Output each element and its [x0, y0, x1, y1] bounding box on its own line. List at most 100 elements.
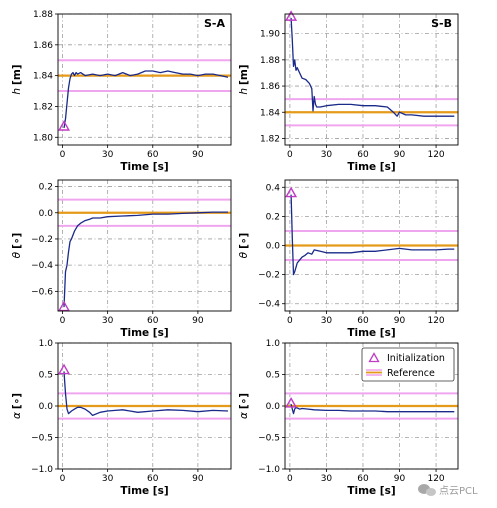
y-tick-label: −0.2: [258, 271, 280, 281]
panel-h_SA: 0 30 60 90 1.80 1.82 1.84 1.86 1.88 Time [s] h [m] S…: [11, 10, 232, 173]
axes-frame: [57, 13, 232, 146]
y-tick-label: 1.82: [33, 102, 53, 112]
x-tick-label: 0: [287, 150, 293, 160]
y-axis-label: α [∘]: [238, 393, 250, 419]
y-tick-label: 0.0: [266, 242, 281, 252]
y-axis-symbol: θ: [11, 251, 23, 258]
x-tick-label: 120: [427, 474, 444, 484]
y-tick-label: −1.0: [258, 465, 280, 475]
x-axis-label: Time [s]: [120, 485, 168, 497]
x-tick-label: 60: [357, 474, 369, 484]
trajectory-line: [290, 194, 455, 276]
axes-frame: [284, 13, 459, 146]
plot-area: [285, 392, 458, 420]
x-tick-label: 120: [427, 150, 444, 160]
y-axis-unit: [∘]: [11, 393, 23, 409]
panel-h_SB: 0 30 60 90 120 1.82 1.84 1.86 1.88 1.90 Time [s] h […: [238, 10, 459, 173]
y-tick-label: 1.88: [33, 10, 53, 20]
x-tick-label: 60: [357, 316, 369, 326]
y-tick-label: 1.86: [260, 82, 280, 92]
y-tick-label: 1.84: [260, 108, 280, 118]
y-tick-label: 1.84: [33, 72, 53, 82]
x-tick-label: 0: [287, 474, 293, 484]
panel-theta_SB: 0 30 60 90 120 −0.4 −0.2 0.0 0.2 0.4 Time [s] θ [∘]: [238, 179, 459, 339]
y-axis-label: α [∘]: [11, 393, 23, 419]
panel-label: S-B: [431, 17, 452, 30]
x-tick-label: 90: [394, 474, 406, 484]
watermark: 点云PCL: [418, 484, 478, 497]
x-axis-label: Time [s]: [120, 161, 168, 173]
legend-label-initialization: Initialization: [387, 353, 445, 364]
x-tick-label: 90: [192, 316, 204, 326]
y-tick-label: −1.0: [31, 465, 53, 475]
y-tick-label: −0.5: [258, 434, 280, 444]
x-tick-label: 60: [147, 150, 159, 160]
y-tick-label: −0.6: [31, 287, 53, 297]
x-tick-label: 0: [60, 474, 66, 484]
y-axis-unit: [∘]: [11, 233, 23, 249]
x-tick-label: 30: [321, 474, 333, 484]
axes-frame: [57, 179, 232, 312]
x-tick-label: 0: [60, 316, 66, 326]
plot-area: [58, 371, 231, 420]
y-tick-label: 0.2: [39, 183, 53, 193]
x-tick-label: 60: [147, 474, 159, 484]
watermark-text: 点云PCL: [439, 485, 478, 497]
x-tick-label: 30: [321, 316, 333, 326]
trajectory-line: [290, 403, 455, 415]
legend-box: [361, 347, 455, 382]
y-tick-label: −0.2: [31, 235, 53, 245]
y-tick-label: 1.88: [260, 56, 280, 66]
panel-label: S-A: [204, 17, 225, 30]
reference-lines-icon: [366, 369, 382, 376]
y-tick-label: 0.0: [266, 402, 281, 412]
trajectory-line: [63, 70, 229, 129]
plot-area: [58, 198, 231, 308]
y-tick-label: −0.4: [258, 300, 280, 310]
x-tick-label: 120: [427, 316, 444, 326]
legend: Initialization Reference: [361, 347, 455, 382]
plot-area: [285, 194, 458, 276]
y-axis-symbol: α: [11, 412, 23, 419]
x-axis-label: Time [s]: [347, 485, 395, 497]
y-tick-label: 0.2: [266, 212, 280, 222]
y-axis-label: h [m]: [238, 64, 250, 94]
initialization-marker: [285, 186, 298, 198]
y-tick-label: 0.0: [39, 209, 54, 219]
y-axis-symbol: θ: [238, 251, 250, 258]
panel-alpha_SA: 0 30 60 90 −1.0 −0.5 0.0 0.5 1.0 Time [s] α [∘]: [11, 339, 232, 497]
y-axis-symbol: h: [11, 88, 23, 95]
x-axis-label: Time [s]: [347, 327, 395, 339]
y-tick-label: 0.0: [39, 402, 54, 412]
plot-area: [285, 17, 458, 127]
y-tick-label: −0.4: [31, 261, 53, 271]
x-tick-label: 90: [394, 150, 406, 160]
wechat-icon: [418, 484, 436, 496]
initialization-marker: [285, 10, 298, 21]
trajectory-line: [63, 211, 228, 308]
y-tick-label: 1.86: [33, 41, 53, 51]
y-axis-label: θ [∘]: [238, 233, 250, 259]
y-tick-label: 1.0: [266, 339, 281, 349]
panel-theta_SA: 0 30 60 90 −0.6 −0.4 −0.2 0.0 0.2 Time [s] θ [∘]: [11, 179, 232, 339]
initialization-marker: [285, 397, 298, 408]
y-axis-label: θ [∘]: [11, 233, 23, 259]
y-axis-unit: [∘]: [238, 233, 250, 249]
x-tick-label: 90: [192, 150, 204, 160]
triangle-marker-icon: [368, 352, 380, 363]
y-axis-label: h [m]: [11, 64, 23, 94]
y-tick-label: 0.5: [39, 371, 53, 381]
x-axis-label: Time [s]: [347, 161, 395, 173]
x-tick-label: 0: [60, 150, 66, 160]
x-tick-label: 90: [394, 316, 406, 326]
panel-alpha_SB: 0 30 60 90 120 −1.0 −0.5 0.0 0.5 1.0 Time [s] α [∘]: [238, 339, 459, 497]
x-axis-label: Time [s]: [120, 327, 168, 339]
x-tick-label: 30: [102, 150, 114, 160]
legend-label-reference: Reference: [387, 368, 435, 379]
x-tick-label: 60: [147, 316, 159, 326]
initialization-marker: [58, 363, 71, 375]
y-tick-label: 0.5: [266, 371, 280, 381]
trajectory-line: [290, 17, 455, 117]
y-tick-label: 1.80: [33, 133, 53, 143]
